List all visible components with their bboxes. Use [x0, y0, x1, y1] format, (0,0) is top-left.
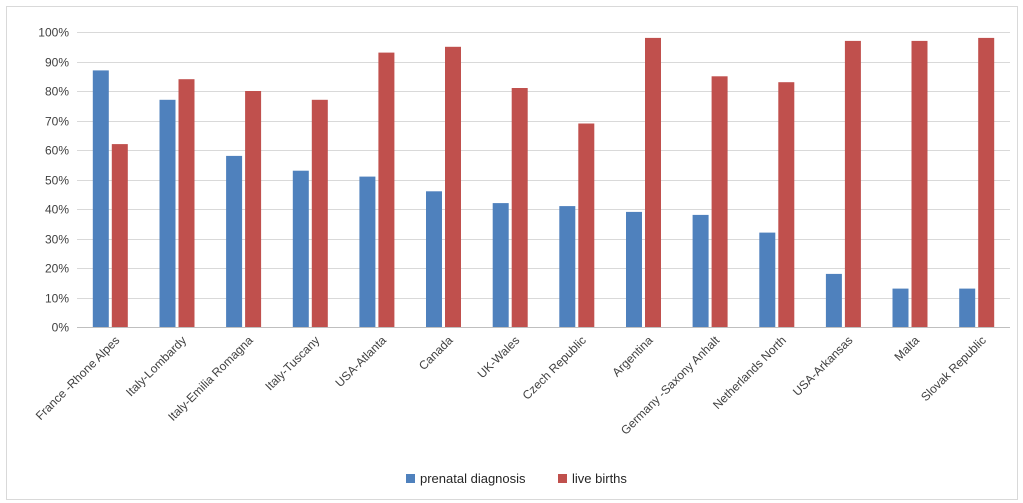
- legend: prenatal diagnosis live births: [406, 471, 627, 486]
- bar-prenatal-diagnosis: [626, 211, 642, 327]
- x-tick-label: Italy-Tuscany: [262, 333, 322, 393]
- bar-live-births: [911, 40, 928, 328]
- x-tick-label: Canada: [416, 333, 456, 373]
- bar-prenatal-diagnosis: [759, 232, 776, 327]
- x-tick-label: Italy-Lombardy: [123, 333, 189, 399]
- bar-live-births: [645, 37, 661, 328]
- bar-live-births: [111, 144, 128, 327]
- bar-prenatal-diagnosis: [226, 155, 243, 327]
- bar-prenatal-diagnosis: [825, 273, 842, 327]
- y-tick-label: 10%: [45, 292, 69, 306]
- bar-prenatal-diagnosis: [159, 99, 176, 327]
- bar-live-births: [245, 91, 262, 327]
- y-tick-label: 70%: [45, 115, 69, 129]
- bar-prenatal-diagnosis: [559, 206, 576, 327]
- bar-prenatal-diagnosis: [359, 176, 376, 327]
- bar-live-births: [378, 52, 395, 327]
- legend-label: prenatal diagnosis: [420, 471, 526, 486]
- y-tick-label: 60%: [45, 144, 69, 158]
- bar-live-births: [778, 82, 795, 327]
- bar-live-births: [844, 40, 861, 328]
- x-tick-label: Slovak Republic: [918, 333, 989, 404]
- y-tick-label: 100%: [38, 26, 69, 40]
- bar-prenatal-diagnosis: [892, 288, 909, 327]
- y-tick-label: 40%: [45, 203, 69, 217]
- y-tick-label: 90%: [45, 56, 69, 70]
- x-tick-label: Czech Republic: [520, 333, 589, 402]
- bar-prenatal-diagnosis: [92, 70, 109, 328]
- x-tick-label: Netherlands North: [710, 333, 789, 412]
- x-tick-label: Malta: [891, 333, 922, 364]
- x-tick-label: France -Rhone Alpes: [33, 333, 123, 423]
- x-tick-label: UK-Wales: [475, 333, 523, 381]
- x-tick-label: USA-Atlanta: [332, 333, 389, 390]
- x-tick-label: Argentina: [609, 333, 655, 379]
- bar-live-births: [178, 79, 195, 327]
- y-tick-label: 80%: [45, 85, 69, 99]
- bar-prenatal-diagnosis: [492, 203, 509, 327]
- bar-prenatal-diagnosis: [692, 214, 709, 327]
- legend-swatch: [406, 474, 415, 483]
- bar-prenatal-diagnosis: [959, 288, 976, 327]
- bar-live-births: [978, 37, 995, 328]
- bar-live-births: [711, 76, 728, 328]
- x-tick-label: USA-Arkansas: [790, 333, 856, 399]
- bar-live-births: [311, 99, 328, 327]
- x-axis: France -Rhone Alpes Italy-LombardyItaly-E…: [33, 327, 1010, 437]
- bar-live-births: [511, 88, 528, 327]
- bars: [92, 37, 995, 328]
- y-tick-label: 30%: [45, 233, 69, 247]
- gridlines: [77, 32, 1010, 328]
- bar-live-births: [445, 46, 461, 328]
- legend-label: live births: [572, 471, 627, 486]
- y-axis: 0% 10% 20% 30% 40% 50% 60% 70% 80% 90% 100%: [38, 26, 69, 335]
- legend-swatch: [558, 474, 567, 483]
- bar-prenatal-diagnosis: [292, 170, 309, 327]
- y-tick-label: 0%: [52, 321, 70, 335]
- bar-live-births: [578, 123, 595, 327]
- bar-prenatal-diagnosis: [426, 191, 442, 327]
- y-tick-label: 50%: [45, 174, 69, 188]
- y-tick-label: 20%: [45, 262, 69, 276]
